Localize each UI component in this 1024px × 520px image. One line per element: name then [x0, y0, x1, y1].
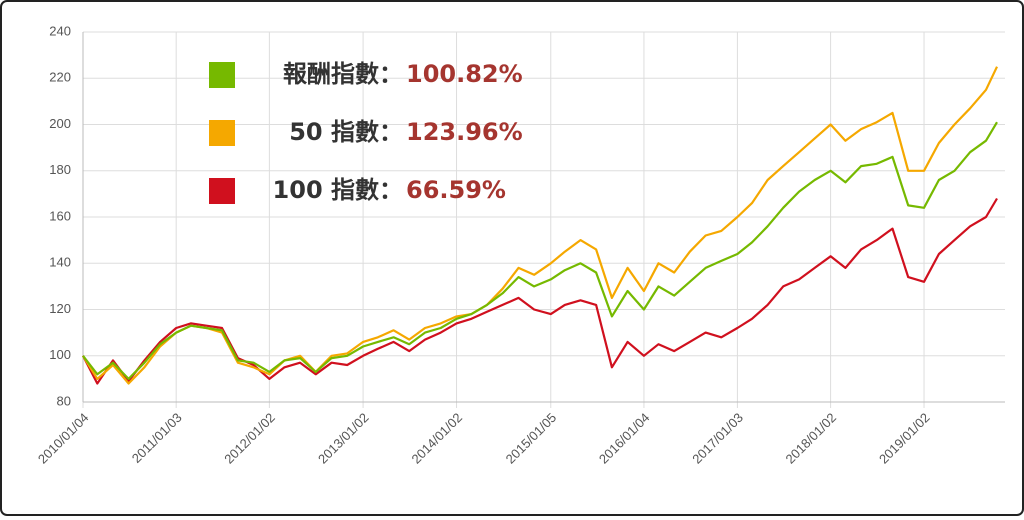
legend-name: 報酬指數: [283, 60, 379, 88]
y-tick-label: 100: [49, 347, 71, 362]
legend-swatch: [209, 120, 235, 146]
lines: [82, 66, 998, 385]
legend-change: 100.82%: [406, 60, 523, 88]
y-tick-label: 240: [49, 23, 71, 38]
legend-change: 123.96%: [406, 118, 523, 146]
y-tick-label: 220: [49, 70, 71, 85]
legend: 報酬指數： 100.82%50 指數： 123.96%100 指數： 66.59%: [209, 60, 523, 204]
series-line: [82, 121, 998, 380]
y-tick-label: 180: [49, 162, 71, 177]
y-tick-label: 140: [49, 255, 71, 270]
legend-label: 50 指數：: [289, 118, 403, 146]
y-tick-label: 160: [49, 208, 71, 223]
y-tick-label: 80: [57, 393, 71, 408]
legend-label: 100 指數：: [273, 176, 403, 204]
y-tick-label: 120: [49, 301, 71, 316]
legend-label: 報酬指數：: [283, 60, 403, 88]
legend-separator: ：: [379, 60, 403, 88]
legend-change: 66.59%: [406, 176, 506, 204]
legend-name: 100 指數: [273, 176, 379, 204]
legend-swatch: [209, 178, 235, 204]
legend-name: 50 指數: [289, 118, 379, 146]
y-tick-label: 200: [49, 116, 71, 131]
legend-swatch: [209, 62, 235, 88]
legend-separator: ：: [379, 176, 403, 204]
legend-separator: ：: [379, 118, 403, 146]
